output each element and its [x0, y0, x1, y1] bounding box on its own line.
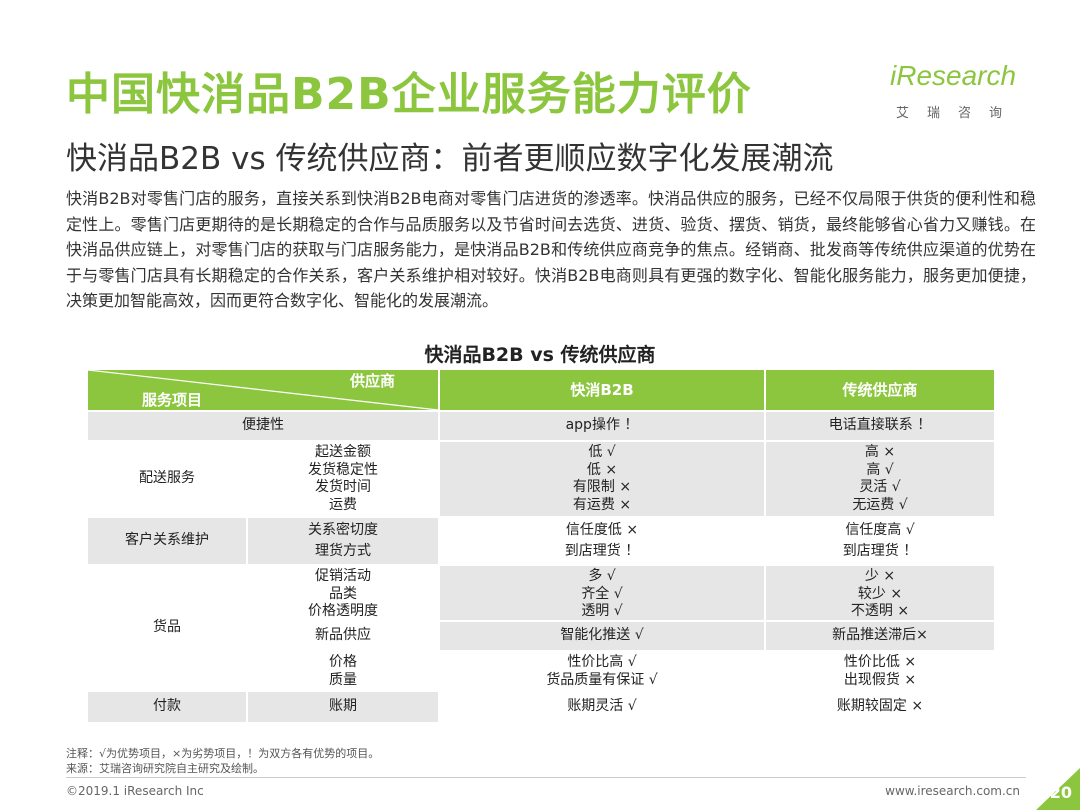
delivery-item: 运费: [329, 496, 357, 513]
goods-b2b-value: 性价比高 √: [567, 654, 637, 670]
page-number-badge: 20: [1036, 768, 1080, 810]
goods-item: 品类: [329, 585, 357, 602]
goods-trad-value: 性价比低 ×: [843, 654, 917, 670]
goods-b2b-value: 透明 √: [581, 603, 623, 619]
row-payment-trad: 账期较固定 ×: [766, 692, 994, 722]
goods-item: 价格透明度: [308, 603, 378, 619]
row-goods-trad-b: 新品推送滞后×: [766, 622, 994, 650]
row-goods-b2b-c: 性价比高 √ 货品质量有保证 √: [440, 652, 764, 690]
crm-item: 关系密切度: [308, 521, 378, 538]
logo-subtext: 艾瑞咨询: [896, 106, 1021, 121]
intro-paragraph: 快消B2B对零售门店的服务，直接关系到快消B2B电商对零售门店进货的渗透率。快消…: [66, 189, 1036, 310]
delivery-b2b-value: 低 ×: [586, 461, 618, 478]
comparison-table: 供应商 服务项目 快消B2B 传统供应商 便捷性 app操作 ！ 电话直接联系 …: [88, 370, 994, 722]
corner-triangle-icon: [1036, 768, 1080, 810]
row-crm-b2b: 信任度低 × 到店理货 ！: [440, 518, 764, 564]
crm-b2b-value: 信任度低 ×: [565, 521, 639, 538]
delivery-item: 发货时间: [315, 479, 371, 495]
crm-trad-value: 信任度高 √: [845, 521, 915, 538]
diagonal-line-icon: [88, 370, 438, 410]
row-goods-trad-c: 性价比低 × 出现假货 ×: [766, 652, 994, 690]
page-subtitle: 快消品B2B vs 传统供应商：前者更顺应数字化发展潮流: [66, 141, 834, 177]
page-title: 中国快消品B2B企业服务能力评价: [66, 69, 752, 120]
row-convenience-trad: 电话直接联系 ！: [766, 412, 994, 440]
row-goods-item-b: 新品供应: [248, 622, 438, 650]
delivery-b2b-value: 低 √: [588, 444, 616, 460]
delivery-b2b-value: 有限制 ×: [572, 479, 632, 495]
delivery-trad-value: 灵活 √: [859, 479, 901, 495]
row-crm-items: 关系密切度 理货方式: [248, 518, 438, 564]
goods-trad-value: 较少 ×: [857, 585, 903, 602]
goods-b2b-value: 齐全 √: [581, 585, 623, 602]
crm-b2b-value: 到店理货 ！: [564, 542, 640, 559]
header-traditional: 传统供应商: [766, 370, 994, 410]
crm-trad-value: 到店理货 ！: [842, 542, 918, 559]
delivery-trad-value: 无运费 √: [852, 496, 908, 513]
table-title: 快消品B2B vs 传统供应商: [424, 344, 656, 366]
logo-wordmark: iResearch: [890, 60, 1017, 91]
goods-trad-value: 不透明 ×: [850, 603, 910, 619]
row-goods-items-c: 价格 质量: [248, 652, 438, 690]
row-delivery-items: 起送金额 发货稳定性 发货时间 运费: [248, 442, 438, 516]
row-goods-b2b-b: 智能化推送 √: [440, 622, 764, 650]
goods-item: 质量: [329, 671, 357, 688]
footer-copyright: ©2019.1 iResearch Inc: [66, 784, 204, 798]
header-supplier-label: 供应商: [350, 372, 396, 390]
row-goods-items-a: 促销活动 品类 价格透明度: [248, 566, 438, 620]
header-b2b: 快消B2B: [440, 370, 764, 410]
goods-b2b-value: 货品质量有保证 √: [546, 671, 658, 688]
row-crm-category: 客户关系维护: [88, 518, 246, 564]
delivery-item: 起送金额: [315, 444, 371, 460]
row-delivery-b2b: 低 √ 低 × 有限制 × 有运费 ×: [440, 442, 764, 516]
header-service-label: 服务项目: [142, 391, 203, 409]
row-convenience-category: 便捷性: [88, 412, 438, 440]
row-payment-b2b: 账期灵活 √: [440, 692, 764, 722]
row-payment-item: 账期: [248, 692, 438, 722]
page-number: 20: [1049, 783, 1072, 802]
goods-item: 价格: [329, 654, 357, 670]
row-delivery-trad: 高 × 高 √ 灵活 √ 无运费 √: [766, 442, 994, 516]
crm-item: 理货方式: [315, 542, 371, 559]
footer-website-link[interactable]: www.iresearch.com.cn: [885, 784, 1020, 798]
footer-divider: [66, 777, 1026, 778]
goods-b2b-value: 多 √: [588, 568, 616, 584]
goods-item: 促销活动: [315, 568, 371, 584]
iresearch-logo: iResearch 艾瑞咨询: [890, 60, 1030, 130]
delivery-b2b-value: 有运费 ×: [572, 496, 632, 513]
delivery-item: 发货稳定性: [308, 461, 378, 478]
goods-trad-value: 少 ×: [864, 568, 896, 584]
delivery-trad-value: 高 ×: [864, 444, 896, 460]
row-delivery-category: 配送服务: [88, 442, 246, 516]
row-crm-trad: 信任度高 √ 到店理货 ！: [766, 518, 994, 564]
row-goods-b2b-a: 多 √ 齐全 √ 透明 √: [440, 566, 764, 620]
row-goods-trad-a: 少 × 较少 × 不透明 ×: [766, 566, 994, 620]
row-goods-category: 货品: [88, 566, 246, 690]
delivery-trad-value: 高 √: [866, 461, 894, 478]
row-payment-category: 付款: [88, 692, 246, 722]
header-diagonal-cell: 供应商 服务项目: [88, 370, 438, 410]
goods-trad-value: 出现假货 ×: [843, 671, 917, 688]
source-note: 来源：艾瑞咨询研究院自主研究及绘制。: [66, 762, 264, 775]
legend-note: 注释：√为优势项目，×为劣势项目，！为双方各有优势的项目。: [66, 747, 380, 760]
row-convenience-b2b: app操作 ！: [440, 412, 764, 440]
